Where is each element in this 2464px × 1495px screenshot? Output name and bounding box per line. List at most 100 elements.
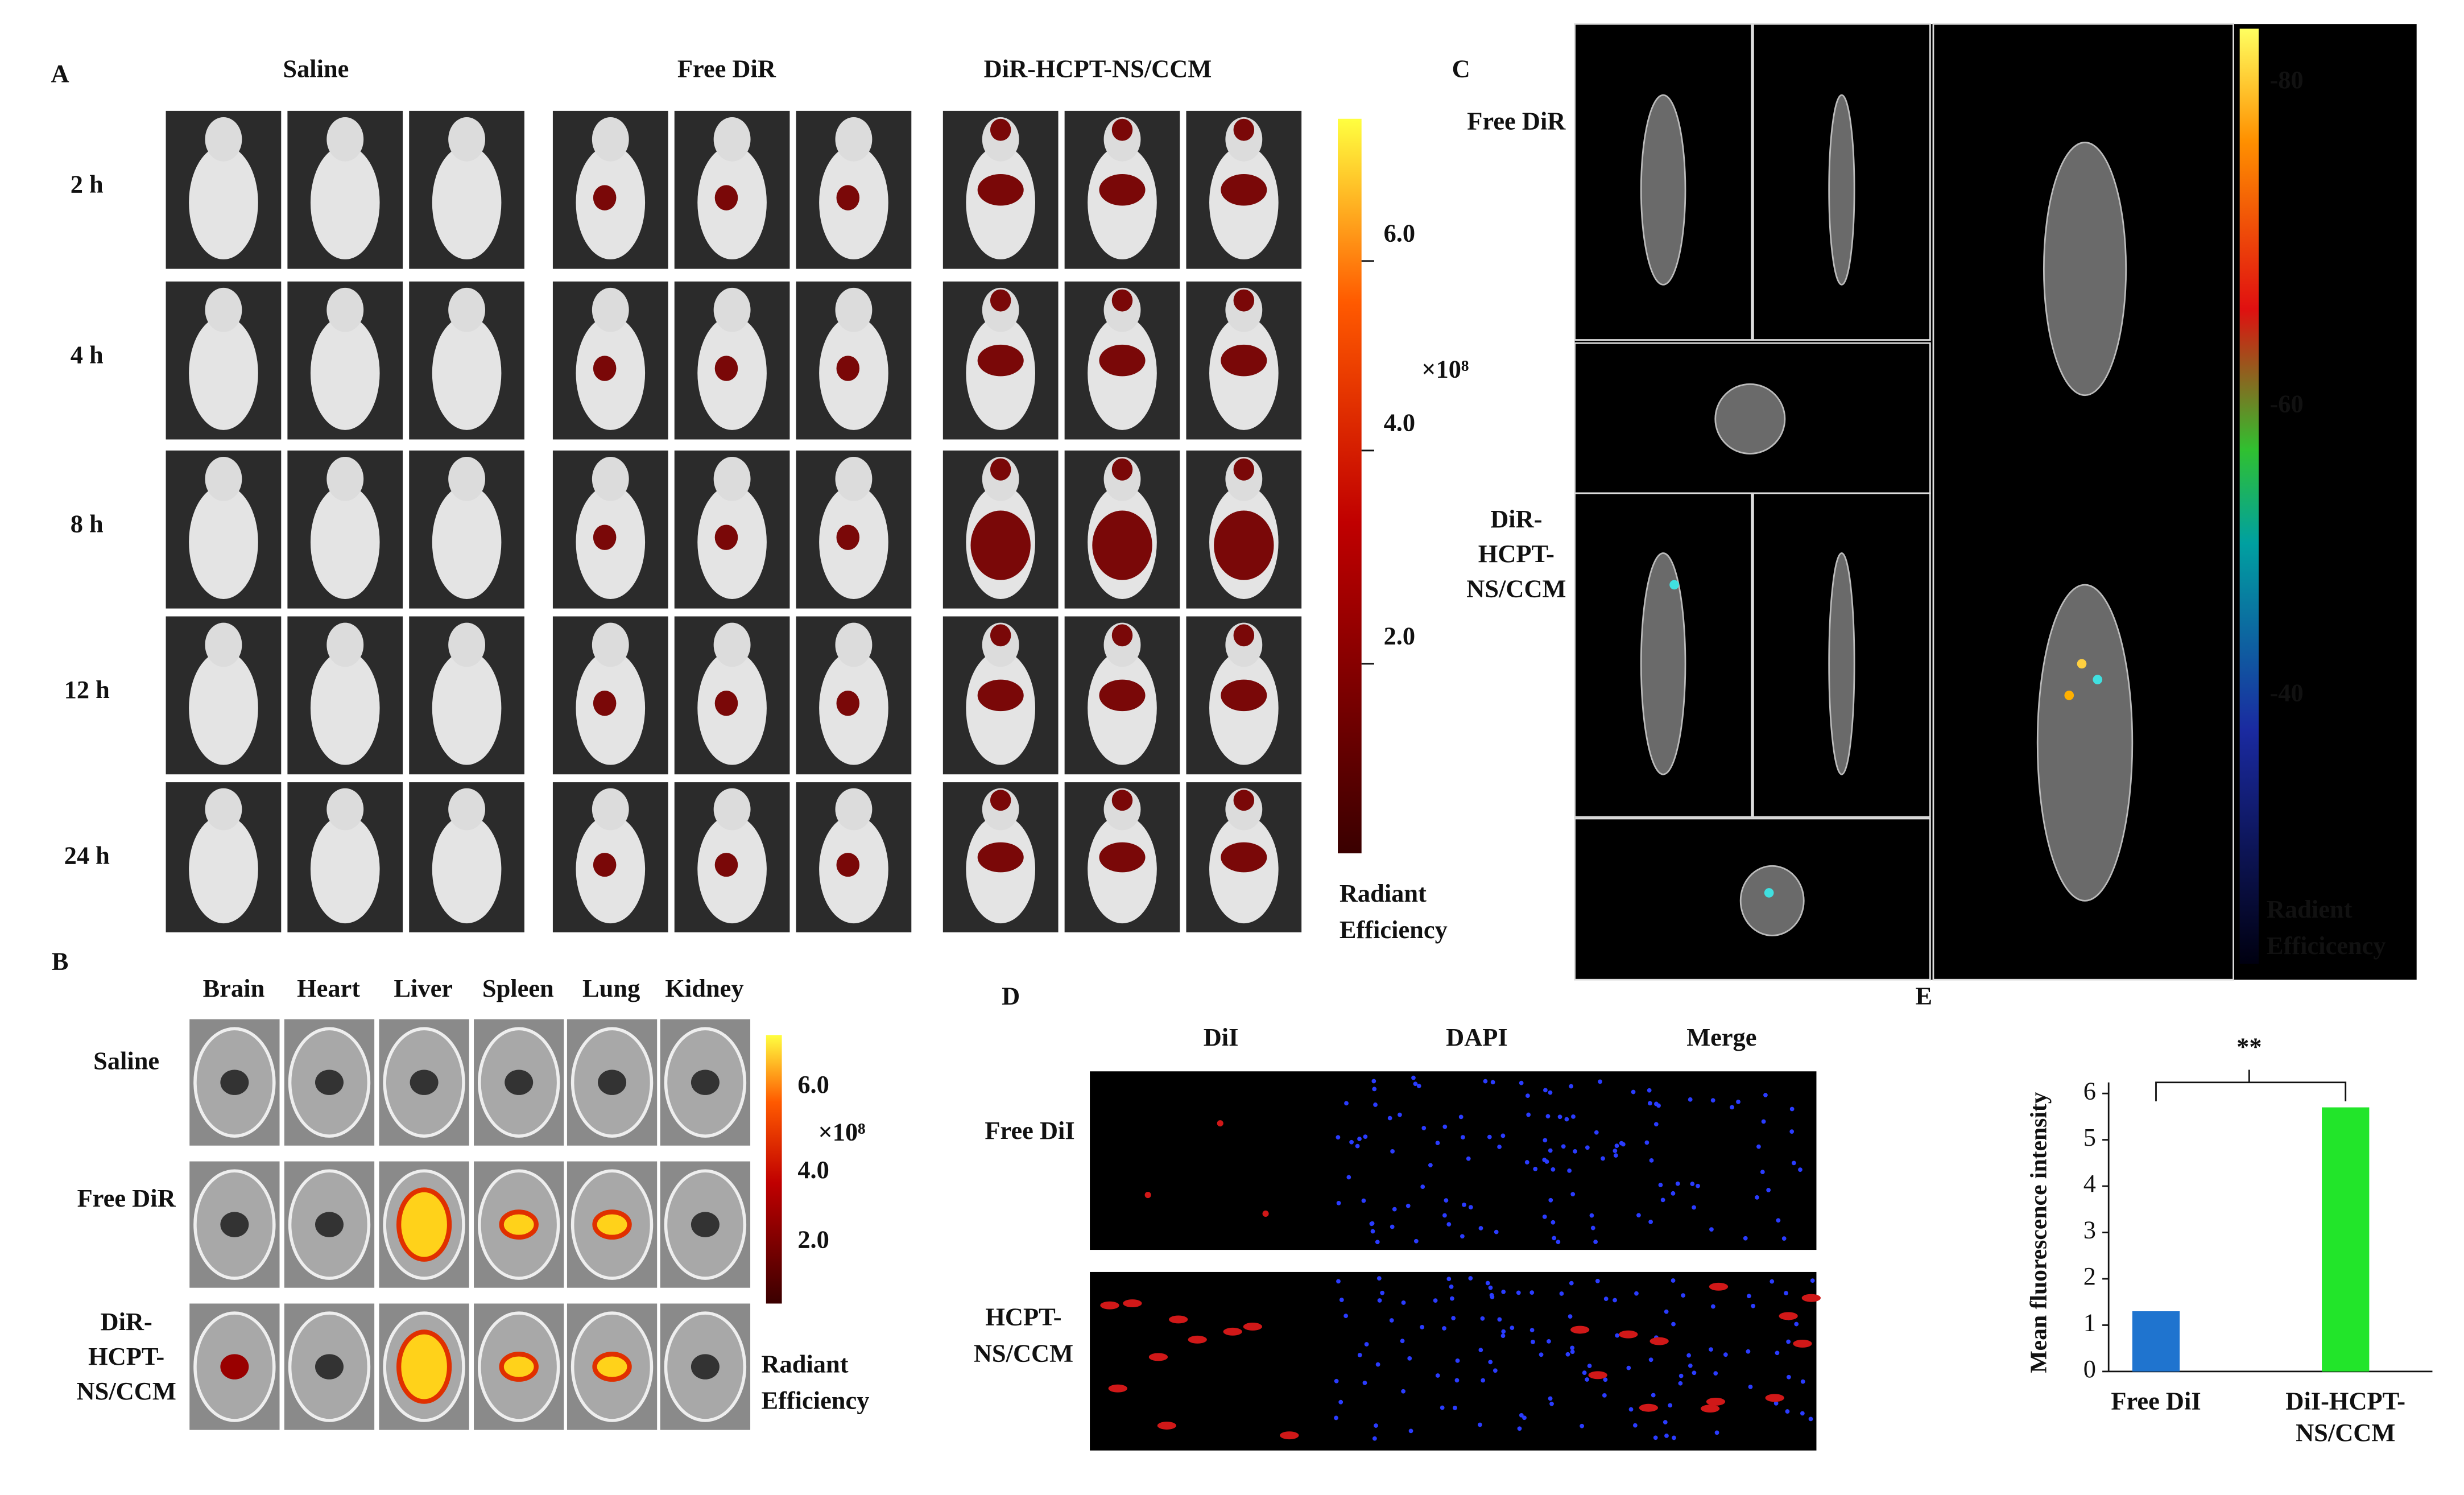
nucleus xyxy=(1374,1423,1378,1428)
nucleus xyxy=(1776,1218,1781,1223)
nucleus xyxy=(1522,1415,1527,1420)
nucleus xyxy=(1784,1291,1788,1295)
organ xyxy=(315,1069,344,1095)
nucleus xyxy=(1405,1203,1411,1208)
nucleus xyxy=(1556,1240,1561,1245)
nucleus xyxy=(1369,1221,1374,1226)
nucleus xyxy=(1615,1333,1620,1338)
label: Free DiI xyxy=(985,1116,1074,1145)
nucleus xyxy=(1763,1093,1768,1097)
signal xyxy=(1221,679,1267,712)
dil-signal xyxy=(1639,1403,1658,1412)
label: NS/CCM xyxy=(77,1377,176,1405)
organ xyxy=(220,1354,249,1380)
signal xyxy=(1221,174,1267,206)
signal xyxy=(977,679,1024,712)
nucleus xyxy=(1692,1370,1697,1376)
y-axis-label: Mean fluorescence intensity xyxy=(2025,1092,2052,1373)
nucleus xyxy=(1364,1342,1369,1347)
nucleus xyxy=(1710,1304,1715,1309)
nucleus xyxy=(1413,1238,1419,1244)
nucleus xyxy=(1488,1285,1493,1290)
nucleus xyxy=(1672,1435,1676,1440)
nucleus xyxy=(1800,1379,1805,1384)
mouse-body xyxy=(310,485,380,599)
nucleus xyxy=(1810,1278,1815,1283)
mouse-body xyxy=(432,145,502,259)
dil-signal xyxy=(1108,1384,1127,1393)
nucleus xyxy=(1446,1222,1452,1227)
signal xyxy=(1233,458,1255,481)
signal xyxy=(1099,174,1146,206)
dil-signal xyxy=(1188,1335,1207,1344)
label: DAPI xyxy=(1446,1023,1508,1051)
nucleus xyxy=(1533,1166,1538,1171)
nucleus xyxy=(1363,1134,1368,1139)
ct-silhouette xyxy=(1828,94,1855,286)
nucleus xyxy=(1455,1358,1460,1363)
nucleus xyxy=(1714,1430,1719,1435)
signal xyxy=(1111,624,1133,647)
nucleus xyxy=(1390,1224,1395,1229)
dil-signal xyxy=(1223,1327,1242,1336)
organ xyxy=(691,1212,720,1237)
mouse-body xyxy=(432,485,502,599)
mouse-body xyxy=(189,651,258,765)
nucleus xyxy=(1595,1279,1600,1283)
label: HCPT- xyxy=(88,1342,164,1370)
label: Saline xyxy=(283,55,349,83)
nucleus xyxy=(1671,1191,1676,1196)
organ xyxy=(691,1354,720,1380)
mouse-head xyxy=(205,622,242,667)
mouse-head xyxy=(448,622,486,667)
mouse-head xyxy=(448,457,486,501)
nucleus xyxy=(1355,1143,1360,1149)
nucleus xyxy=(1570,1345,1575,1351)
label: Brain xyxy=(203,974,265,1002)
view-frame xyxy=(1752,23,1931,341)
y-tick-label: 3 xyxy=(2083,1216,2096,1244)
signal xyxy=(1669,580,1679,590)
nucleus xyxy=(1442,1326,1446,1331)
nucleus xyxy=(1371,1079,1376,1084)
nucleus xyxy=(1552,1236,1557,1241)
nucleus xyxy=(1773,1401,1779,1406)
view-frame xyxy=(1574,817,1931,981)
mouse-head xyxy=(835,287,873,332)
nucleus xyxy=(1548,1148,1553,1153)
signal xyxy=(1221,842,1267,873)
dil-signal xyxy=(1100,1301,1119,1310)
nucleus xyxy=(1542,1214,1547,1219)
nucleus xyxy=(1675,1181,1680,1186)
nucleus xyxy=(1362,1380,1367,1385)
mouse-body xyxy=(189,316,258,430)
nucleus xyxy=(1549,1401,1554,1406)
dil-signal xyxy=(1144,1191,1151,1199)
label: Free DiR xyxy=(77,1184,176,1212)
nucleus xyxy=(1421,1126,1427,1130)
nucleus xyxy=(1647,1088,1652,1093)
nucleus xyxy=(1450,1296,1454,1301)
nucleus xyxy=(1428,1163,1433,1168)
dil-signal xyxy=(1779,1312,1798,1320)
nucleus xyxy=(1653,1435,1658,1440)
label: Kidney xyxy=(665,974,743,1002)
label: Saline xyxy=(93,1047,159,1075)
mouse-head xyxy=(592,622,629,667)
mouse-head xyxy=(713,788,751,831)
label: ×10⁸ xyxy=(818,1118,865,1146)
label: Efficicency xyxy=(2267,931,2386,960)
nucleus xyxy=(1548,1197,1553,1203)
label: 12 h xyxy=(64,675,110,704)
nucleus xyxy=(1343,1314,1349,1319)
nucleus xyxy=(1346,1175,1351,1180)
nucleus xyxy=(1770,1279,1775,1284)
dil-signal xyxy=(1148,1353,1168,1361)
nucleus xyxy=(1626,1365,1631,1370)
label: 2 h xyxy=(71,170,104,198)
nucleus xyxy=(1746,1349,1751,1354)
nucleus xyxy=(1692,1205,1696,1210)
mouse-body xyxy=(189,815,258,924)
signal xyxy=(593,185,617,210)
mouse-head xyxy=(326,457,364,501)
